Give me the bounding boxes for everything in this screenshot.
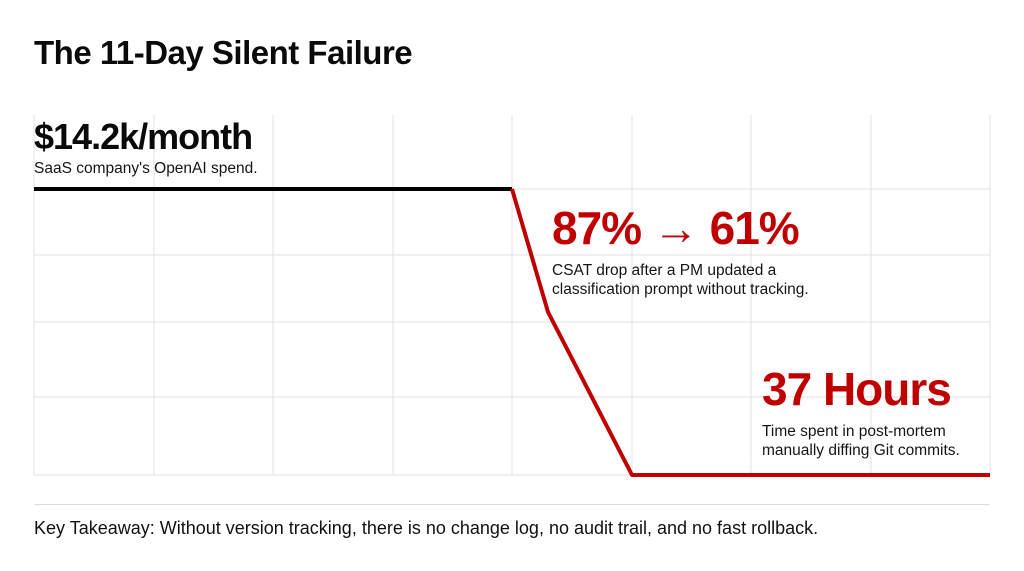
footer-divider xyxy=(34,504,990,505)
csat-metric: 87% → 61% CSAT drop after a PM updated a… xyxy=(552,205,809,299)
hours-value: 37 Hours xyxy=(762,363,952,415)
key-takeaway: Key Takeaway: Without version tracking, … xyxy=(34,518,819,538)
failure-series-line xyxy=(510,188,990,477)
chart-grid xyxy=(33,115,991,476)
hours-description: Time spent in post-mortem manually diffi… xyxy=(762,423,960,459)
hours-metric: 37 Hours Time spent in post-mortem manua… xyxy=(762,366,960,460)
csat-description: CSAT drop after a PM updated a classific… xyxy=(552,262,809,298)
page-title: The 11-Day Silent Failure xyxy=(34,34,413,71)
spend-value: $14.2k/month xyxy=(34,116,253,157)
spend-description: SaaS company's OpenAI spend. xyxy=(34,160,258,177)
spend-metric: $14.2k/month SaaS company's OpenAI spend… xyxy=(34,119,258,178)
csat-value: 87% → 61% xyxy=(552,202,800,254)
